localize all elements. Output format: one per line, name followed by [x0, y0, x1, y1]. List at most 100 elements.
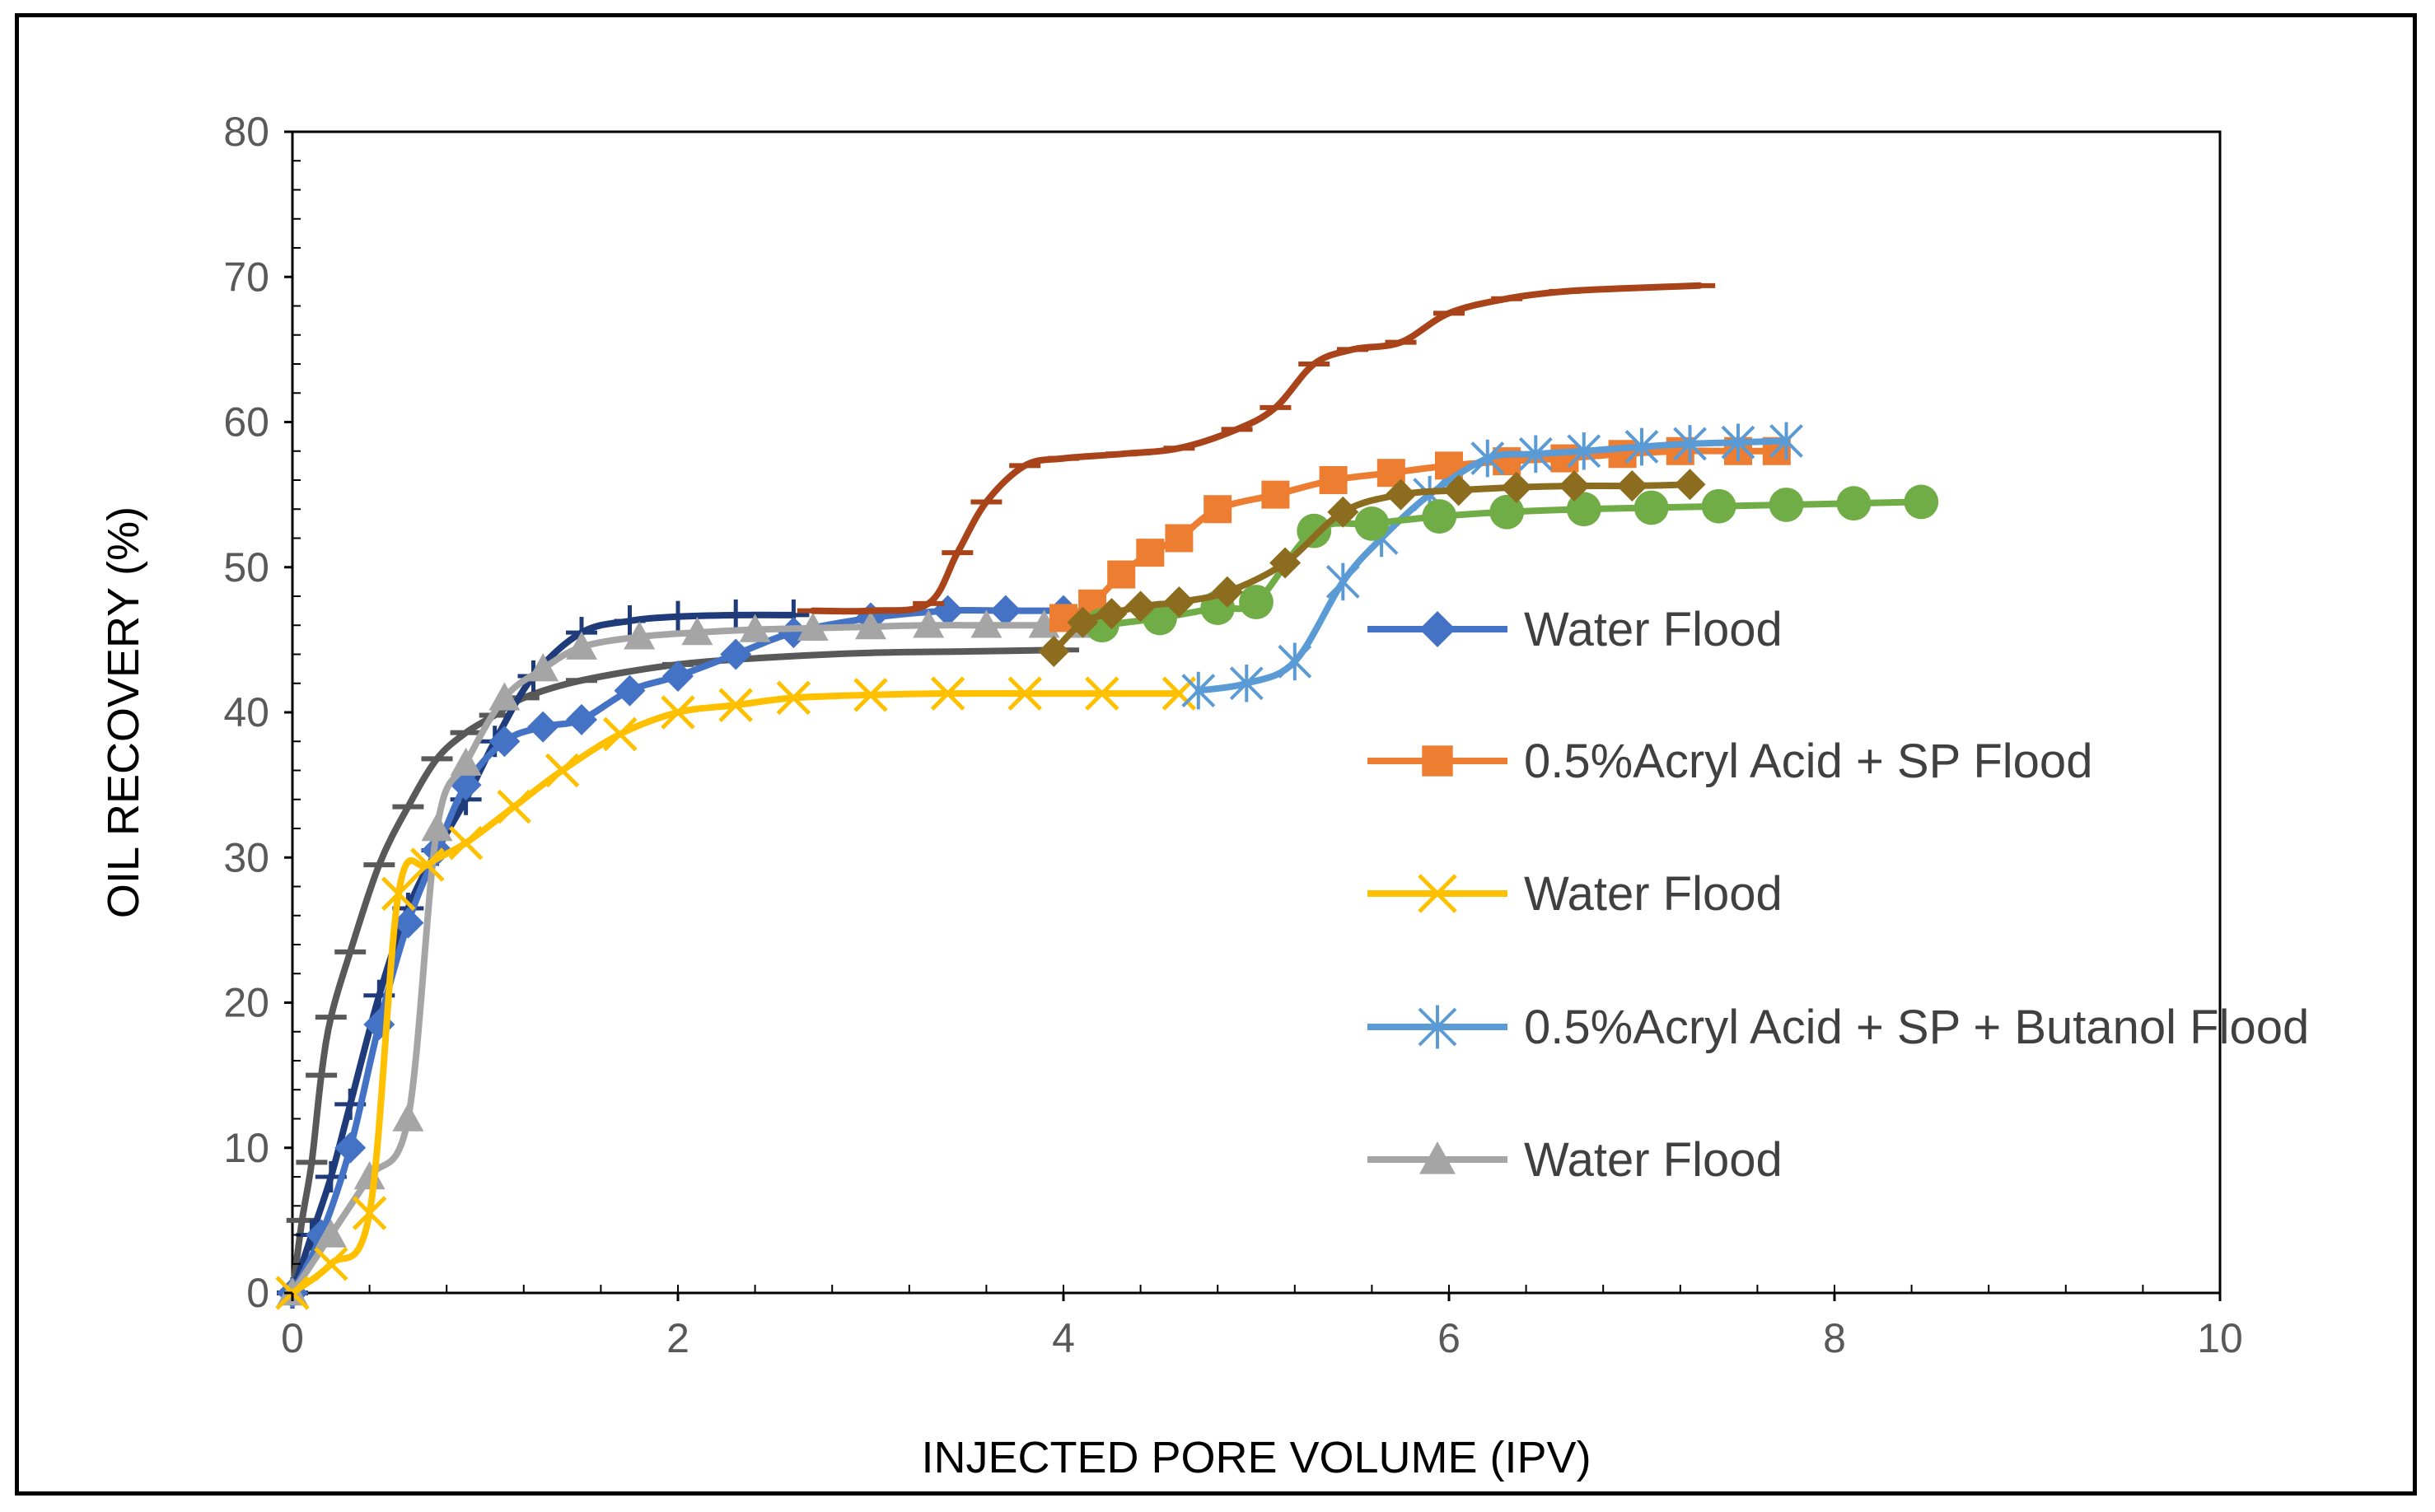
marker-stroke [314, 1246, 348, 1281]
data-point [1422, 499, 1457, 534]
data-point [1518, 435, 1553, 474]
series-3 [277, 609, 1099, 1306]
legend-label: Water Flood [1524, 1133, 1783, 1187]
data-point [1136, 539, 1165, 567]
data-point [1385, 478, 1417, 511]
legend-swatch-marker [1418, 1005, 1457, 1049]
data-point [1566, 492, 1601, 527]
data-point [1107, 560, 1136, 589]
data-point [1354, 506, 1390, 541]
series-9 [797, 282, 1716, 615]
data-point [1297, 513, 1332, 548]
data-point [421, 813, 453, 842]
data-point [1067, 606, 1099, 638]
data-point [527, 711, 559, 743]
legend-label-line: 0.5%Acryl Acid + SP Flood [1524, 735, 2092, 788]
y-tick-label: 70 [223, 254, 269, 300]
legend-swatch-marker [1418, 874, 1457, 913]
marker-stroke [448, 825, 484, 861]
y-tick-label: 30 [223, 834, 269, 880]
data-point [450, 747, 482, 776]
data-point [1163, 586, 1195, 618]
x-tick-label: 2 [666, 1315, 689, 1361]
data-point [1229, 664, 1264, 702]
data-point [497, 789, 531, 824]
data-point [488, 726, 521, 758]
data-point [1319, 466, 1348, 494]
y-tick-label: 50 [223, 544, 269, 590]
series-0 [277, 646, 1079, 1296]
legend-swatch-marker [1419, 611, 1456, 647]
series-8 [1038, 469, 1706, 667]
data-point [392, 1103, 424, 1132]
series-4 [275, 676, 1197, 1310]
marker-stroke [497, 789, 531, 824]
legend-label-line: Water Flood [1524, 603, 1783, 656]
data-point [624, 621, 656, 650]
x-tick-label: 8 [1823, 1315, 1846, 1361]
data-point [488, 682, 521, 711]
x-axis-title: INJECTED PORE VOLUME (IPV) [921, 1433, 1591, 1482]
data-point [1673, 425, 1707, 463]
data-point [1616, 470, 1648, 502]
marker-stroke [544, 753, 580, 788]
data-point [1470, 439, 1505, 478]
data-point [1559, 470, 1591, 502]
series-6 [1181, 422, 1803, 710]
data-point [1769, 422, 1803, 460]
marker-stroke [1007, 676, 1042, 711]
data-point [1489, 494, 1525, 530]
series-7 [1084, 484, 1939, 643]
legend-swatch-marker [1419, 1141, 1456, 1174]
data-point [1261, 480, 1290, 509]
data-point [448, 825, 484, 861]
data-point [1769, 488, 1804, 522]
data-point [1674, 469, 1706, 501]
data-point [1165, 524, 1194, 553]
marker-stroke [776, 680, 811, 716]
data-point [662, 660, 694, 692]
data-point [662, 600, 694, 632]
plot-area [291, 130, 2222, 1295]
legend-entry-4: Water Flood [1367, 1133, 1783, 1187]
data-point [718, 688, 753, 722]
y-tick-label: 80 [223, 109, 269, 155]
data-point [566, 703, 597, 735]
data-point [1278, 642, 1312, 681]
data-point [1442, 474, 1475, 506]
series-line [289, 611, 797, 1296]
data-point [739, 614, 771, 642]
data-point [614, 604, 646, 637]
data-point [855, 611, 886, 640]
legend-label: Water Flood [1524, 867, 1783, 921]
data-point [352, 1196, 387, 1230]
marker-stroke [1418, 874, 1457, 913]
data-point [797, 612, 829, 641]
y-tick-label: 10 [223, 1125, 269, 1171]
marker-stroke [853, 678, 888, 712]
legend-entry-2: Water Flood [1367, 867, 1783, 921]
data-point [1567, 432, 1601, 470]
data-point [392, 907, 424, 939]
data-point [1701, 488, 1736, 524]
data-point [720, 638, 752, 670]
data-point [1038, 635, 1070, 667]
data-point [776, 680, 811, 716]
legend-entry-1: 0.5%Acryl Acid + SP Flood [1367, 735, 2092, 788]
data-point [970, 609, 1003, 638]
y-tick-label: 40 [223, 689, 269, 735]
legend-label: 0.5%Acryl Acid + SP + Butanol Flood [1524, 1001, 2309, 1054]
data-point [1269, 547, 1302, 579]
data-point [315, 1219, 347, 1248]
data-point [1007, 676, 1042, 711]
legend-label: Water Flood [1524, 603, 1783, 656]
data-point [544, 753, 580, 788]
data-point [1327, 496, 1359, 528]
x-tick-label: 10 [2197, 1315, 2243, 1361]
data-point [1181, 671, 1216, 710]
data-point [720, 599, 752, 631]
data-point [1500, 471, 1532, 503]
data-point [1239, 585, 1274, 619]
data-point [681, 617, 713, 646]
